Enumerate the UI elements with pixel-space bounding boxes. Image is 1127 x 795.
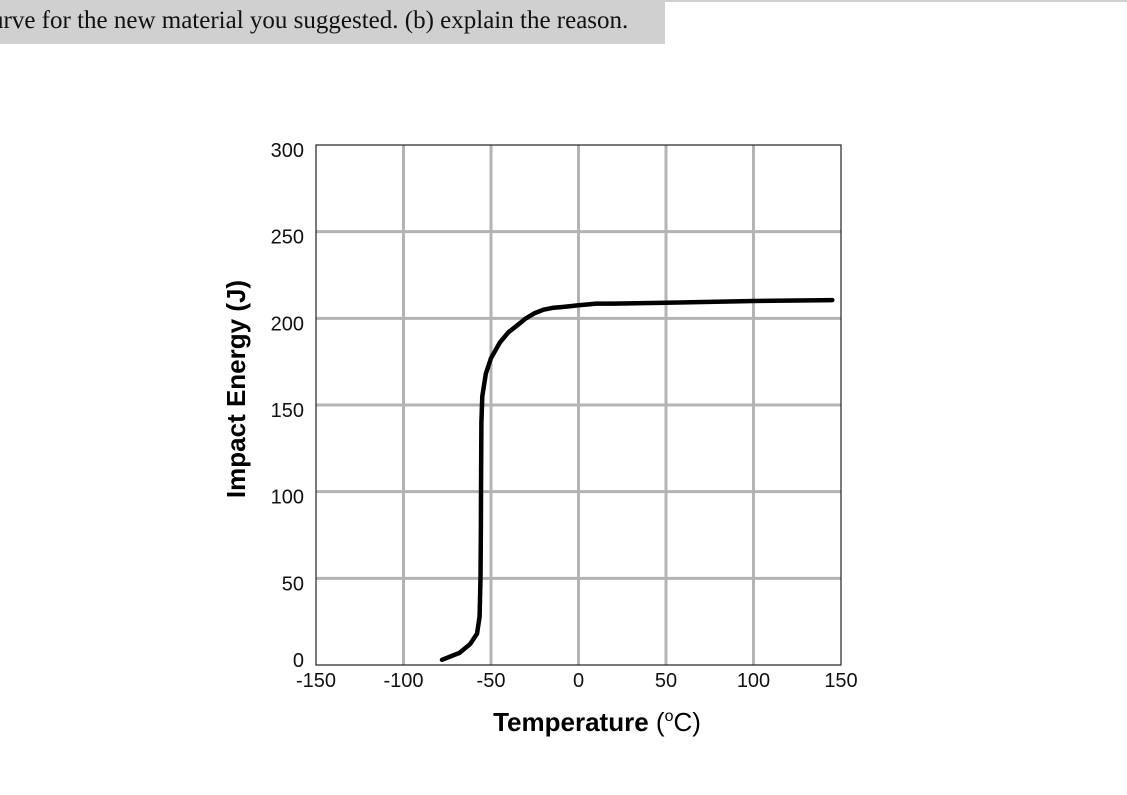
y-axis-title: Impact Energy (J)	[221, 280, 251, 498]
tick-labels: -150 -100 -50 0 50 100 150 0 50 100 150 200 250 300	[271, 140, 858, 692]
question-text: urve for the new material you suggested.…	[0, 7, 629, 34]
celsius-c: C)	[673, 707, 700, 737]
y-tick-label: 50	[282, 573, 304, 595]
y-tick-label: 150	[271, 400, 304, 422]
series-line	[439, 297, 835, 663]
grid-lines	[316, 145, 841, 665]
x-tick-label: 0	[573, 670, 584, 692]
y-tick-label: 300	[271, 140, 304, 162]
x-tick-label: -100	[383, 670, 423, 692]
x-axis-title-text: Temperature	[493, 707, 649, 737]
x-tick-label: -50	[477, 670, 506, 692]
question-banner: urve for the new material you suggested.…	[0, 0, 665, 44]
y-tick-label: 200	[271, 313, 304, 335]
x-tick-label: -150	[296, 670, 336, 692]
y-tick-label: 100	[271, 487, 304, 509]
x-tick-label: 50	[655, 670, 677, 692]
x-axis-title: Temperature (oC)	[493, 707, 701, 737]
y-tick-label: 250	[271, 227, 304, 249]
degree-sign: o	[665, 708, 674, 725]
y-tick-label: 0	[293, 650, 304, 672]
x-axis-title-unit: (oC)	[649, 707, 701, 737]
x-tick-label: 150	[824, 670, 857, 692]
plot-frame	[315, 144, 842, 666]
x-tick-label: 100	[737, 670, 770, 692]
